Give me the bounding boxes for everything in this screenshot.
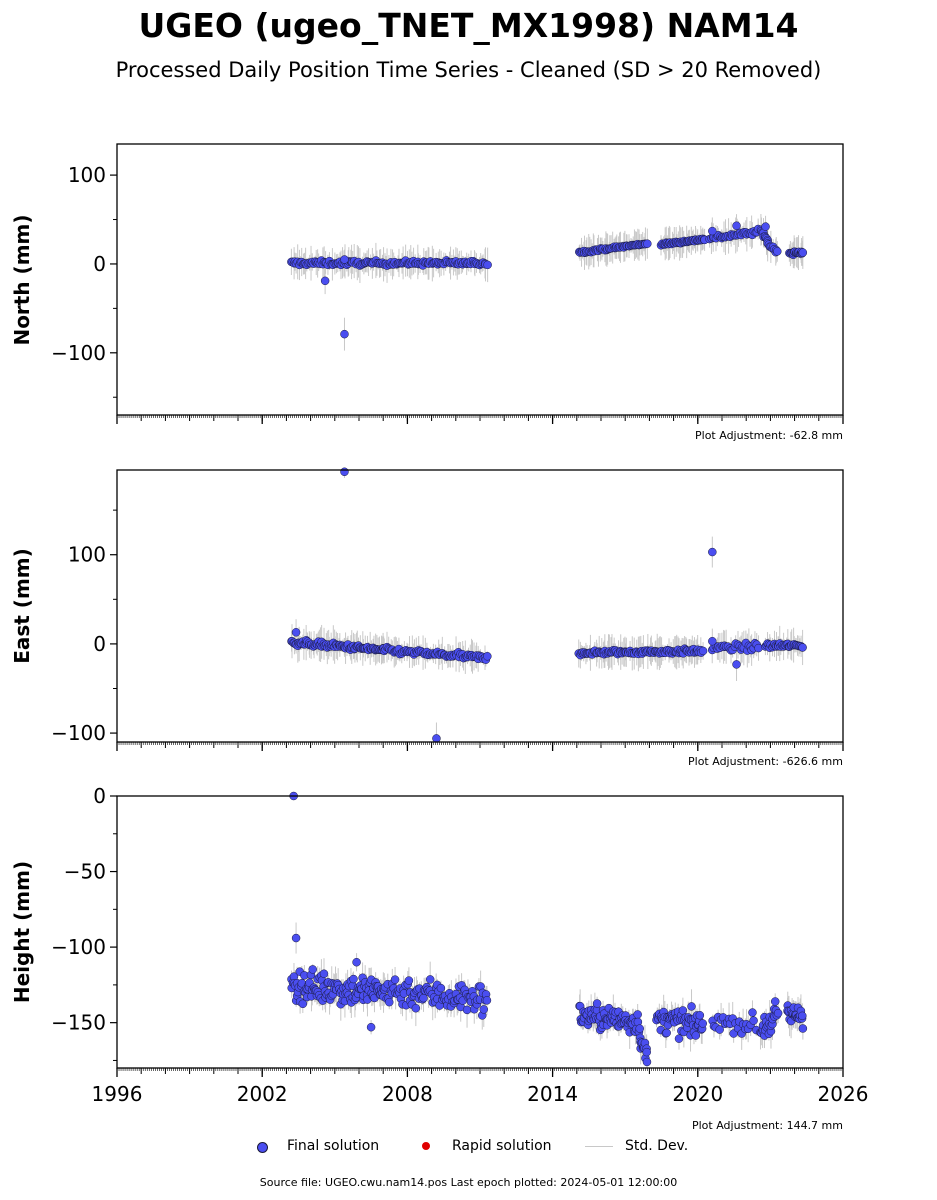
data-point (674, 1034, 684, 1043)
data-point (761, 222, 770, 231)
legend: Final solution Rapid solution Std. Dev. (0, 1138, 937, 1158)
north-plot-adjustment: Plot Adjustment: -62.8 mm (695, 429, 843, 442)
height-plot-adjustment: Plot Adjustment: 144.7 mm (691, 1119, 843, 1132)
data-point (404, 976, 414, 985)
data-point (419, 993, 428, 1003)
data-point (390, 975, 400, 984)
data-point (340, 329, 349, 339)
legend-stddev-label: Std. Dev. (625, 1138, 689, 1154)
north-points-group (287, 221, 808, 339)
east-points-group (287, 467, 807, 743)
data-point (798, 1011, 807, 1021)
legend-rapid-marker (422, 1142, 430, 1150)
data-point (798, 248, 808, 257)
data-point (432, 734, 441, 743)
legend-stddev-line (585, 1146, 613, 1147)
data-point (425, 975, 435, 984)
east-axis-label: East (mm) (10, 548, 34, 664)
y-tick-label: −50 (64, 860, 106, 884)
height-points-group (287, 791, 808, 1067)
y-tick-label: 0 (93, 252, 106, 276)
data-point (291, 628, 301, 637)
data-point (715, 1025, 724, 1034)
data-point (384, 997, 394, 1007)
data-point (298, 999, 308, 1009)
data-point (798, 1024, 808, 1033)
data-point (633, 1010, 642, 1019)
legend-final-label: Final solution (287, 1138, 380, 1154)
data-point (483, 260, 492, 270)
data-point (732, 221, 741, 230)
x-tick-label: 2002 (237, 1082, 288, 1106)
data-point (308, 965, 317, 974)
data-point (687, 1002, 696, 1011)
data-point (643, 239, 652, 248)
height-axis-label: Height (mm) (10, 860, 34, 1004)
data-point (691, 1031, 701, 1040)
y-tick-label: 100 (68, 543, 106, 567)
y-tick-label: −100 (51, 935, 106, 959)
data-point (770, 997, 780, 1006)
data-point (436, 983, 446, 993)
data-point (411, 1003, 421, 1013)
data-point (319, 969, 329, 978)
data-point (798, 643, 807, 652)
data-point (754, 643, 763, 653)
y-tick-label: 0 (93, 784, 106, 808)
data-point (349, 974, 358, 984)
data-point (479, 1005, 489, 1014)
data-point (698, 646, 708, 656)
legend-rapid-label: Rapid solution (452, 1138, 552, 1154)
data-point (662, 1028, 671, 1038)
data-point (642, 1047, 651, 1057)
data-point (695, 1011, 705, 1020)
data-point (773, 247, 782, 256)
north-panel: 100 0 −100 (51, 143, 844, 424)
data-point (320, 276, 330, 286)
north-frame (116, 143, 844, 416)
east-frame (116, 469, 844, 743)
y-tick-label: −150 (51, 1011, 106, 1035)
data-point (291, 933, 301, 943)
north-axis-label: North (mm) (10, 214, 34, 346)
data-point (748, 1008, 757, 1017)
x-tick-label: 2008 (382, 1082, 433, 1106)
data-point (635, 1024, 644, 1033)
x-tick-label: 1996 (92, 1082, 143, 1106)
chart-subtitle: Processed Daily Position Time Series - C… (115, 58, 822, 82)
data-point (698, 1019, 707, 1028)
data-point (462, 1005, 472, 1015)
data-point (352, 957, 361, 967)
data-point (366, 1022, 376, 1032)
data-point (483, 652, 492, 661)
x-tick-label: 2026 (818, 1082, 869, 1106)
east-plot-adjustment: Plot Adjustment: -626.6 mm (688, 755, 843, 768)
legend-final-marker (257, 1142, 268, 1153)
data-point (732, 660, 741, 669)
data-point (773, 1008, 783, 1018)
data-point (642, 1057, 652, 1067)
east-panel: 100 0 −100 (51, 467, 844, 751)
data-point (708, 226, 717, 236)
y-tick-label: −100 (51, 341, 106, 365)
data-point (482, 996, 492, 1005)
chart-title: UGEO (ugeo_TNET_MX1998) NAM14 (138, 6, 799, 45)
source-footer: Source file: UGEO.cwu.nam14.pos Last epo… (259, 1176, 678, 1189)
data-point (708, 636, 717, 646)
y-tick-label: 0 (93, 632, 106, 656)
y-tick-label: −100 (51, 721, 106, 745)
data-point (749, 1016, 758, 1025)
data-point (340, 255, 349, 264)
east-stddev-group (291, 470, 804, 742)
y-tick-label: 100 (68, 163, 106, 187)
x-tick-label: 2014 (527, 1082, 578, 1106)
data-point (340, 467, 349, 477)
data-point (708, 547, 717, 557)
x-tick-label: 2020 (672, 1082, 723, 1106)
data-point (592, 999, 602, 1008)
height-panel: 0 −50 −100 −150 1996 2002 2008 2014 2020 2026 (51, 784, 868, 1106)
